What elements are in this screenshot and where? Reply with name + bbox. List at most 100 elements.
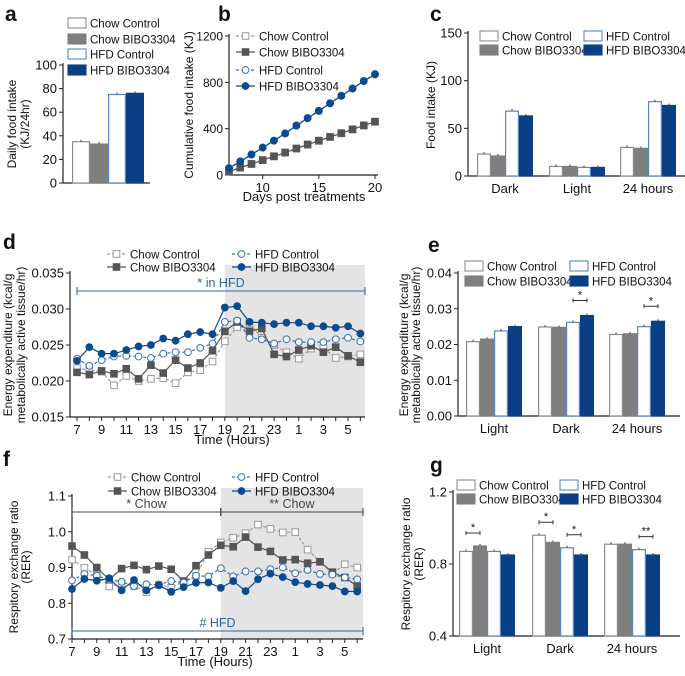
- data-point: [270, 320, 279, 329]
- data-point: [105, 574, 114, 583]
- data-point: [303, 566, 312, 574]
- legend-label: HFD Control: [606, 32, 670, 44]
- bar-chow-control: [548, 165, 563, 177]
- x-tick-label: 17: [193, 422, 207, 437]
- x-tick-label: 17: [189, 644, 203, 659]
- data-point: [208, 339, 217, 348]
- data-point: [303, 580, 312, 588]
- legend-swatch: [559, 493, 579, 505]
- data-point: [171, 336, 180, 345]
- data-point: [229, 577, 238, 585]
- data-point: [291, 578, 300, 587]
- bar-chow-bibo3304: [89, 143, 108, 184]
- data-point: [254, 575, 262, 584]
- bar-chow-bibo3304: [473, 545, 488, 637]
- legend-marker: [113, 473, 122, 481]
- data-point: [159, 334, 168, 343]
- legend-label: HFD Control: [592, 262, 656, 274]
- legend: Chow Control Chow BIBO3304 HFD Control HFD …: [464, 260, 672, 289]
- legend-swatch: [569, 275, 589, 287]
- legend-marker: [237, 473, 246, 481]
- data-point: [117, 586, 126, 595]
- data-point: [171, 379, 180, 387]
- data-point: [68, 585, 76, 593]
- significance-label: *: [544, 511, 549, 523]
- y-tick-label: 0.8: [429, 557, 447, 572]
- data-point: [303, 545, 312, 554]
- y-tick-label: 0.020: [31, 374, 64, 389]
- y-tick-label: 0: [455, 169, 462, 184]
- x-tick-label: 10: [255, 180, 269, 195]
- data-point: [258, 156, 267, 164]
- data-point: [278, 573, 287, 582]
- x-tick-label: Dark: [552, 421, 580, 436]
- legend-label: Chow BIBO3304: [487, 277, 573, 289]
- data-point: [68, 542, 76, 550]
- data-point: [221, 337, 229, 346]
- data-point: [319, 338, 328, 347]
- data-point: [85, 370, 94, 379]
- y-axis-label: (RER): [19, 550, 33, 583]
- legend-label: HFD BIBO3304: [259, 82, 339, 94]
- bar-chow-bibo3304: [545, 541, 560, 637]
- y-axis-label: Energy expenditure (kcal/g: [397, 274, 411, 417]
- data-point: [159, 349, 168, 358]
- data-point: [110, 381, 118, 390]
- legend: Chow Control Chow BIBO3304 HFD Control HFD …: [67, 17, 176, 78]
- data-point: [159, 369, 168, 377]
- data-point: [142, 565, 151, 574]
- legend-label: Chow Control: [502, 32, 572, 44]
- bar-chow-control: [459, 550, 474, 637]
- data-point: [192, 571, 200, 580]
- x-axis-label: Time (Hours): [177, 654, 252, 669]
- data-point: [134, 352, 143, 361]
- data-point: [294, 346, 303, 354]
- data-point: [307, 322, 315, 331]
- x-tick-label: 24 hours: [623, 181, 674, 196]
- bar-hfd-bibo3304: [579, 314, 594, 417]
- legend-marker: [237, 250, 246, 258]
- y-axis-label: (KJ/24hr): [18, 99, 32, 148]
- data-point: [204, 551, 213, 559]
- data-point: [147, 354, 155, 362]
- x-tick-label: Light: [480, 421, 509, 436]
- legend-label: Chow Control: [479, 481, 549, 493]
- legend-swatch: [583, 44, 603, 56]
- legend-marker: [112, 250, 121, 258]
- data-point: [73, 356, 81, 365]
- data-point: [294, 318, 303, 327]
- data-point: [80, 551, 89, 559]
- data-point: [73, 368, 81, 377]
- bar-chow-bibo3304: [622, 333, 637, 417]
- panel-label: g: [430, 454, 443, 477]
- data-point: [184, 364, 192, 372]
- dark-phase-shading: [220, 488, 363, 639]
- data-point: [303, 559, 312, 568]
- data-point: [292, 121, 301, 130]
- data-point: [270, 152, 278, 161]
- data-point: [278, 563, 287, 572]
- data-point: [97, 349, 106, 358]
- data-point: [344, 333, 352, 342]
- y-axis-label: Food intake (KJ): [424, 61, 438, 149]
- legend-label: Chow Control: [90, 19, 160, 31]
- data-point: [254, 543, 262, 551]
- data-point: [359, 121, 368, 130]
- significance-bracket: [643, 304, 659, 309]
- legend: Chow Control Chow BIBO3304 HFD Control HFD …: [479, 30, 685, 58]
- legend-marker: [241, 48, 250, 56]
- data-point: [225, 164, 233, 173]
- data-point: [142, 586, 151, 595]
- annotation-label: ** Chow: [269, 497, 315, 511]
- y-axis-label: Energy expenditure (kcal/g: [1, 274, 15, 417]
- data-point: [371, 70, 379, 79]
- x-tick-label: 3: [320, 422, 327, 437]
- y-axis-label: Respitory exchange ratio: [399, 497, 413, 630]
- data-point: [147, 375, 155, 383]
- data-point: [167, 587, 176, 596]
- data-point: [282, 335, 291, 344]
- data-point: [337, 129, 346, 138]
- data-point: [122, 364, 131, 373]
- data-point: [247, 160, 256, 168]
- data-point: [316, 581, 324, 589]
